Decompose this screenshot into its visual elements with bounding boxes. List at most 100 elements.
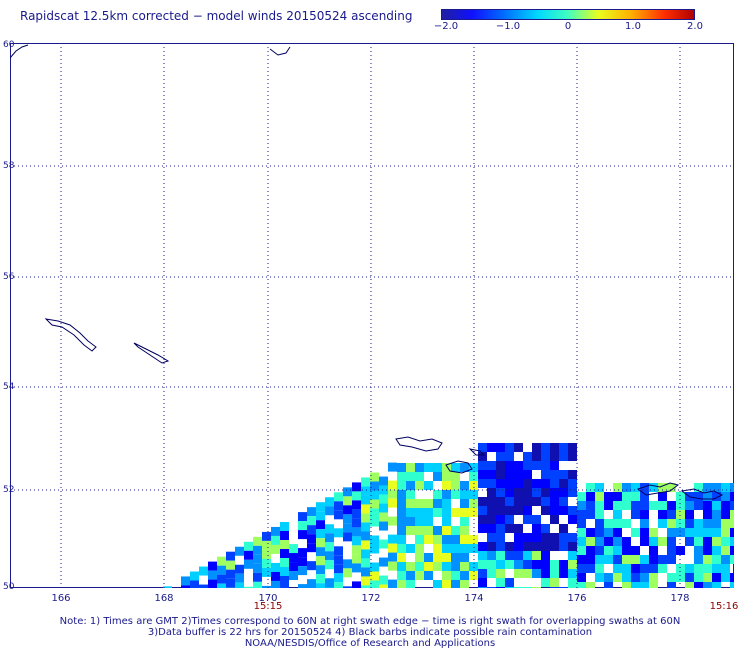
wind-cell xyxy=(253,554,262,564)
wind-cell xyxy=(451,481,460,490)
wind-cell xyxy=(505,551,514,560)
wind-cell xyxy=(496,479,505,488)
wind-cell xyxy=(370,472,379,482)
lon-label: 174 xyxy=(464,593,484,604)
wind-cell xyxy=(370,481,379,491)
colorbar-tick: 0 xyxy=(564,21,572,32)
wind-cell xyxy=(595,510,604,519)
wind-cell xyxy=(352,482,361,492)
wind-cell xyxy=(496,443,505,452)
lat-label: 58 xyxy=(3,161,15,171)
wind-cell xyxy=(352,491,361,501)
wind-cell xyxy=(676,510,685,519)
wind-cell xyxy=(226,560,235,570)
wind-cell xyxy=(514,506,523,515)
wind-cell xyxy=(712,573,721,582)
wind-cell xyxy=(460,535,469,544)
wind-cell xyxy=(703,483,712,492)
wind-cell xyxy=(685,564,694,573)
wind-cell xyxy=(712,537,721,546)
wind-cell xyxy=(694,519,703,528)
wind-cell xyxy=(343,532,352,542)
wind-cell xyxy=(487,560,496,569)
wind-cell xyxy=(730,573,734,582)
wind-cell xyxy=(406,526,415,535)
wind-cell xyxy=(451,472,460,481)
wind-cell xyxy=(577,528,586,537)
wind-cell xyxy=(217,565,226,575)
wind-cell xyxy=(559,524,568,533)
wind-cell xyxy=(343,559,352,569)
wind-cell xyxy=(667,582,676,588)
wind-cell xyxy=(325,551,334,561)
wind-cell xyxy=(352,545,361,555)
wind-cell xyxy=(532,461,541,470)
wind-cell xyxy=(406,499,415,508)
wind-cell xyxy=(451,526,460,535)
wind-cell xyxy=(631,564,640,573)
coastline-semichi-island xyxy=(468,448,486,456)
wind-cell xyxy=(577,510,586,519)
wind-cell xyxy=(469,544,478,553)
wind-cell xyxy=(460,499,469,508)
wind-cell xyxy=(496,569,505,578)
wind-cell xyxy=(415,553,424,562)
wind-cell xyxy=(730,510,734,519)
wind-cell xyxy=(316,529,325,539)
wind-cell xyxy=(307,516,316,526)
wind-cell xyxy=(262,531,271,541)
wind-cell xyxy=(316,556,325,566)
wind-cell xyxy=(559,542,568,551)
wind-cell xyxy=(487,488,496,497)
wind-cell xyxy=(379,557,388,567)
wind-cell xyxy=(451,580,460,588)
wind-cell xyxy=(415,472,424,481)
wind-cell xyxy=(496,452,505,461)
wind-cell xyxy=(721,573,730,582)
wind-cell xyxy=(712,492,721,501)
wind-cell xyxy=(712,564,721,573)
wind-cell xyxy=(514,524,523,533)
wind-cell xyxy=(631,510,640,519)
wind-cell xyxy=(586,546,595,555)
wind-cell xyxy=(523,569,532,578)
wind-cell xyxy=(298,584,307,588)
wind-cell xyxy=(712,555,721,564)
wind-cell xyxy=(604,537,613,546)
wind-cell xyxy=(397,481,406,490)
wind-cell xyxy=(703,573,712,582)
wind-cell xyxy=(442,508,451,517)
wind-cell xyxy=(514,497,523,506)
wind-cell xyxy=(433,535,442,544)
wind-cell xyxy=(442,463,451,472)
wind-cell xyxy=(505,497,514,506)
wind-cell xyxy=(658,537,667,546)
wind-cell xyxy=(559,452,568,461)
wind-cell xyxy=(460,571,469,580)
wind-cell xyxy=(352,563,361,573)
coastline-island-north xyxy=(269,46,291,56)
wind-cell xyxy=(613,510,622,519)
wind-cell xyxy=(541,560,550,569)
wind-cell xyxy=(667,528,676,537)
wind-cell xyxy=(379,476,388,486)
lat-label: 56 xyxy=(3,272,15,282)
wind-cell xyxy=(262,567,271,577)
wind-cell xyxy=(523,479,532,488)
wind-cell xyxy=(721,492,730,501)
wind-cell xyxy=(523,461,532,470)
lon-label: 176 xyxy=(567,593,587,604)
wind-cell xyxy=(505,578,514,587)
wind-cell xyxy=(658,510,667,519)
wind-cell xyxy=(271,544,280,554)
wind-cell xyxy=(523,551,532,560)
wind-cell xyxy=(388,462,397,472)
wind-cell xyxy=(370,499,379,509)
wind-cell xyxy=(532,452,541,461)
wind-cell xyxy=(361,576,370,586)
wind-cell xyxy=(586,555,595,564)
wind-cell xyxy=(685,537,694,546)
wind-cell xyxy=(649,501,658,510)
wind-cell xyxy=(244,586,253,588)
wind-cell xyxy=(325,524,334,534)
